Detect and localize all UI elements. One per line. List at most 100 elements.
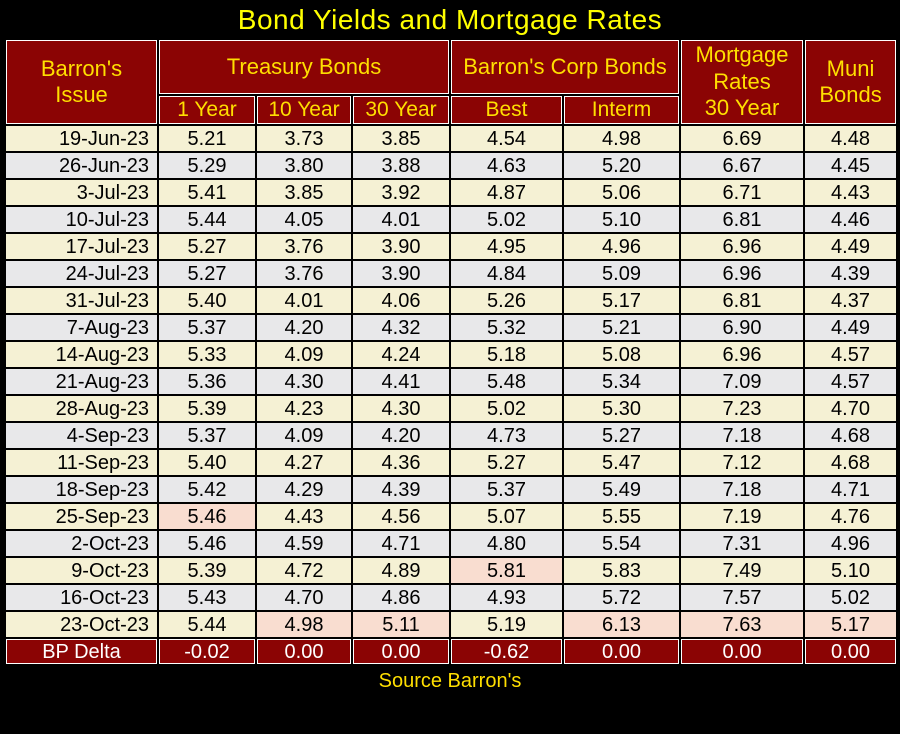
rate-value-cell: 5.33 [157, 340, 257, 369]
issue-date-cell: 18-Sep-23 [4, 475, 159, 504]
issue-date-cell: 26-Jun-23 [4, 151, 159, 180]
issue-date-cell: 2-Oct-23 [4, 529, 159, 558]
rate-value-cell: 5.44 [157, 610, 257, 639]
rate-value-cell: 5.32 [449, 313, 565, 342]
rate-value-cell: 5.11 [350, 610, 452, 639]
rate-value-cell: 7.09 [679, 367, 806, 396]
rate-value-cell: 4.95 [449, 232, 565, 261]
issue-date-cell: 24-Jul-23 [4, 259, 159, 288]
rate-value-cell: 4.68 [803, 421, 899, 450]
rate-value-cell: 4.01 [350, 205, 452, 234]
rate-value-cell: 3.88 [350, 151, 452, 180]
table-row: 24-Jul-23 5.27 3.76 3.90 4.84 5.09 6.96 4.39 [4, 259, 899, 288]
rate-value-cell: 5.19 [449, 610, 565, 639]
rate-value-cell: 4.72 [255, 556, 353, 585]
issue-date-cell: 17-Jul-23 [4, 232, 159, 261]
bp-delta-value-cell: 0.00 [562, 637, 682, 666]
issue-date-cell: 25-Sep-23 [4, 502, 159, 531]
issue-date-cell: 14-Aug-23 [4, 340, 159, 369]
rate-value-cell: 5.21 [562, 313, 682, 342]
header-interm: Interm [562, 94, 682, 126]
rate-value-cell: 5.72 [562, 583, 682, 612]
rate-value-cell: 4.57 [803, 367, 899, 396]
rate-value-cell: 7.31 [679, 529, 806, 558]
header-best: Best [449, 94, 565, 126]
rate-value-cell: 5.81 [449, 556, 565, 585]
rate-value-cell: 7.18 [679, 421, 806, 450]
rate-value-cell: 4.86 [350, 583, 452, 612]
table-row: 16-Oct-23 5.43 4.70 4.86 4.93 5.72 7.57 5.02 [4, 583, 899, 612]
rate-value-cell: 4.39 [803, 259, 899, 288]
rate-value-cell: 4.43 [803, 178, 899, 207]
rate-value-cell: 5.46 [157, 502, 257, 531]
rate-value-cell: 6.81 [679, 205, 806, 234]
rate-value-cell: 5.43 [157, 583, 257, 612]
rate-value-cell: 5.46 [157, 529, 257, 558]
rate-value-cell: 5.49 [562, 475, 682, 504]
rate-value-cell: 5.37 [157, 313, 257, 342]
rate-value-cell: 5.37 [157, 421, 257, 450]
table-row: 10-Jul-23 5.44 4.05 4.01 5.02 5.10 6.81 4.46 [4, 205, 899, 234]
header-30-year: 30 Year [350, 94, 452, 126]
rate-value-cell: 4.27 [255, 448, 353, 477]
table-row: 4-Sep-23 5.37 4.09 4.20 4.73 5.27 7.18 4.68 [4, 421, 899, 450]
rate-value-cell: 4.30 [255, 367, 353, 396]
issue-date-cell: 19-Jun-23 [4, 124, 159, 153]
rate-value-cell: 4.59 [255, 529, 353, 558]
issue-date-cell: 11-Sep-23 [4, 448, 159, 477]
header-barrons-issue: Barron's Issue [4, 38, 159, 126]
rate-value-cell: 4.23 [255, 394, 353, 423]
rate-value-cell: 6.96 [679, 232, 806, 261]
rate-value-cell: 5.39 [157, 394, 257, 423]
rate-value-cell: 5.27 [562, 421, 682, 450]
rate-value-cell: 4.89 [350, 556, 452, 585]
table-row: 28-Aug-23 5.39 4.23 4.30 5.02 5.30 7.23 4.70 [4, 394, 899, 423]
rate-value-cell: 4.96 [562, 232, 682, 261]
table-row: 19-Jun-23 5.21 3.73 3.85 4.54 4.98 6.69 4.48 [4, 124, 899, 153]
rate-value-cell: 5.54 [562, 529, 682, 558]
rate-value-cell: 5.08 [562, 340, 682, 369]
rate-value-cell: 4.37 [803, 286, 899, 315]
rate-value-cell: 4.43 [255, 502, 353, 531]
rate-value-cell: 7.49 [679, 556, 806, 585]
header-1-year: 1 Year [157, 94, 257, 126]
rate-value-cell: 5.39 [157, 556, 257, 585]
rate-value-cell: 4.32 [350, 313, 452, 342]
rate-value-cell: 5.02 [449, 394, 565, 423]
rate-value-cell: 3.73 [255, 124, 353, 153]
issue-date-cell: 21-Aug-23 [4, 367, 159, 396]
rate-value-cell: 5.27 [157, 259, 257, 288]
rate-value-cell: 4.49 [803, 313, 899, 342]
rate-value-cell: 4.45 [803, 151, 899, 180]
rate-value-cell: 7.19 [679, 502, 806, 531]
rate-value-cell: 6.71 [679, 178, 806, 207]
bp-delta-value-cell: 0.00 [803, 637, 899, 666]
rate-value-cell: 6.96 [679, 340, 806, 369]
rate-value-cell: 5.42 [157, 475, 257, 504]
rate-value-cell: 4.87 [449, 178, 565, 207]
header-10-year: 10 Year [255, 94, 353, 126]
rate-value-cell: 6.81 [679, 286, 806, 315]
table-body: 19-Jun-23 5.21 3.73 3.85 4.54 4.98 6.69 4.48 26-… [4, 124, 899, 666]
rate-value-cell: 7.18 [679, 475, 806, 504]
table-row: 23-Oct-23 5.44 4.98 5.11 5.19 6.13 7.63 5.17 [4, 610, 899, 639]
rate-value-cell: 4.01 [255, 286, 353, 315]
rate-value-cell: 4.57 [803, 340, 899, 369]
rate-value-cell: 5.41 [157, 178, 257, 207]
rate-value-cell: 5.40 [157, 448, 257, 477]
rate-value-cell: 6.13 [562, 610, 682, 639]
rate-value-cell: 5.17 [562, 286, 682, 315]
rate-value-cell: 4.80 [449, 529, 565, 558]
rate-value-cell: 3.85 [255, 178, 353, 207]
rate-value-cell: 4.98 [255, 610, 353, 639]
table-row: 14-Aug-23 5.33 4.09 4.24 5.18 5.08 6.96 4.57 [4, 340, 899, 369]
rate-value-cell: 5.10 [562, 205, 682, 234]
rate-value-cell: 4.49 [803, 232, 899, 261]
table-row: 9-Oct-23 5.39 4.72 4.89 5.81 5.83 7.49 5.10 [4, 556, 899, 585]
rate-value-cell: 5.06 [562, 178, 682, 207]
bp-delta-value-cell: 0.00 [350, 637, 452, 666]
rate-value-cell: 3.90 [350, 259, 452, 288]
table-row: 17-Jul-23 5.27 3.76 3.90 4.95 4.96 6.96 4.49 [4, 232, 899, 261]
rate-value-cell: 7.12 [679, 448, 806, 477]
rate-value-cell: 4.70 [803, 394, 899, 423]
